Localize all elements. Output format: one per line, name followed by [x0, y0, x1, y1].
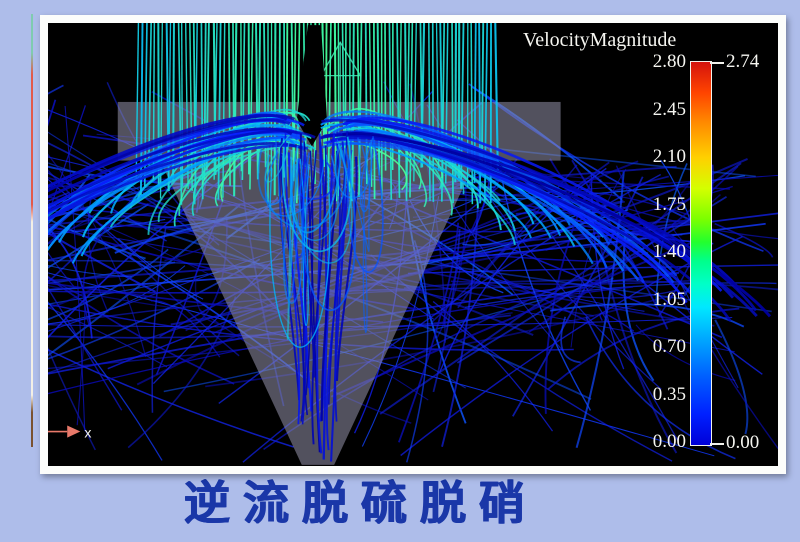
- svg-text:x: x: [84, 425, 91, 441]
